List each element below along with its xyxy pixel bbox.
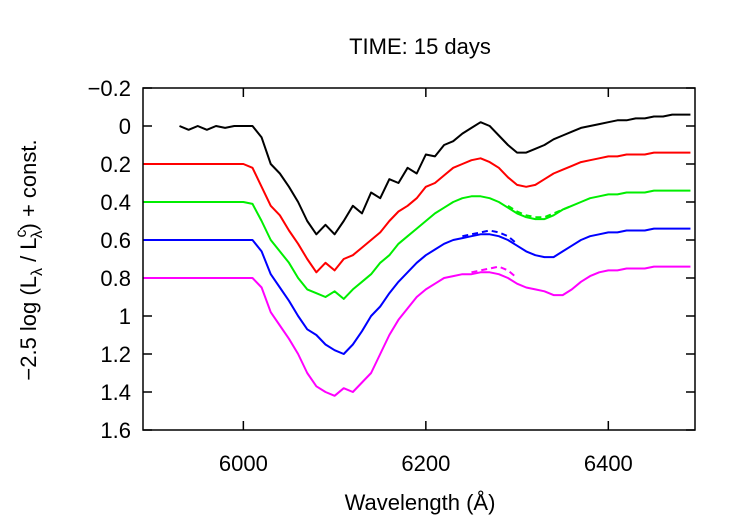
series-line (471, 265, 518, 279)
y-tick-label: 1.4 (100, 380, 131, 405)
y-tick-label: 0.6 (100, 228, 131, 253)
x-tick-label: 6400 (584, 451, 633, 476)
y-label-sub: λ (29, 230, 46, 238)
y-tick-label: 1 (119, 304, 131, 329)
x-tick-label: 6000 (219, 451, 268, 476)
y-label-sub: λ (29, 268, 46, 276)
y-label-part: / L (16, 237, 41, 268)
y-tick-label: 1.6 (100, 418, 131, 443)
y-tick-label: 1.2 (100, 342, 131, 367)
x-axis-label: Wavelength (Å) (345, 490, 496, 515)
series-line (143, 227, 691, 355)
y-tick-label: 0.4 (100, 190, 131, 215)
y-tick-label: −0.2 (88, 76, 131, 101)
series-line (143, 265, 691, 397)
y-tick-label: 0 (119, 114, 131, 139)
y-label-sup: c (13, 229, 30, 237)
y-label-part: ) + const. (16, 139, 41, 230)
y-label-part: −2.5 log (L (16, 276, 41, 381)
series-line (507, 204, 573, 219)
chart-title: TIME: 15 days (349, 34, 491, 59)
y-tick-label: 0.8 (100, 266, 131, 291)
plot-frame (142, 87, 696, 431)
series-line (179, 113, 691, 236)
series-line (143, 189, 691, 300)
x-tick-label: 6200 (401, 451, 450, 476)
y-tick-label: 0.2 (100, 152, 131, 177)
y-axis-label: −2.5 log (Lλ / Lcλ) + const. (13, 139, 46, 380)
series-line (143, 151, 691, 274)
